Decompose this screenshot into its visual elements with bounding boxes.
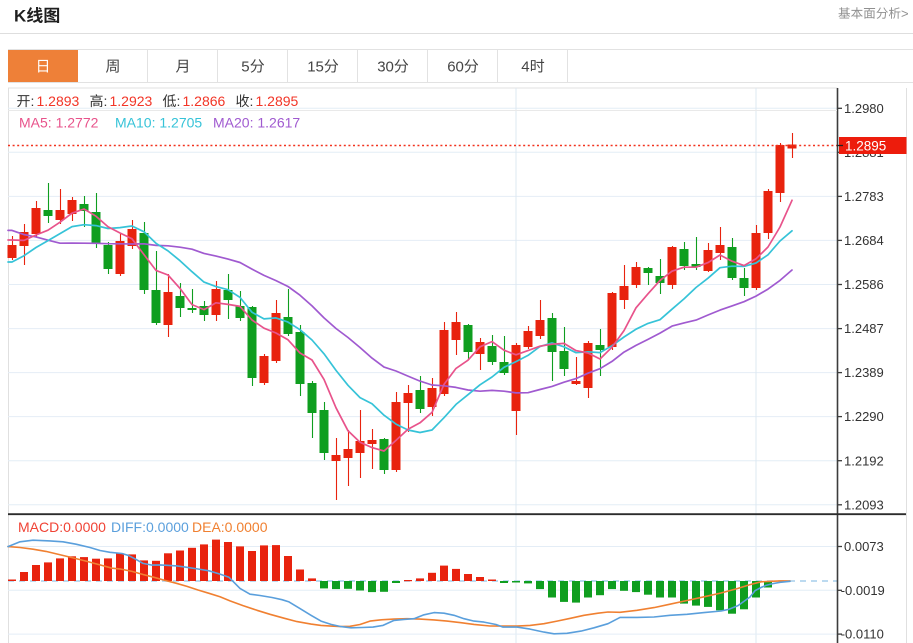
svg-text:1.2487: 1.2487 xyxy=(844,321,884,336)
svg-text:0.0073: 0.0073 xyxy=(844,539,884,554)
svg-text::: : xyxy=(250,93,254,109)
svg-text:1.2783: 1.2783 xyxy=(844,189,884,204)
svg-text:K: K xyxy=(14,7,27,26)
svg-text:1.2093: 1.2093 xyxy=(844,497,884,512)
svg-text:1.2389: 1.2389 xyxy=(844,365,884,380)
svg-text:1.2586: 1.2586 xyxy=(844,277,884,292)
svg-text::: : xyxy=(31,93,35,109)
svg-text:1.2893: 1.2893 xyxy=(37,93,80,109)
svg-text:MACD:0.0000: MACD:0.0000 xyxy=(18,519,106,535)
svg-text::: : xyxy=(104,93,108,109)
svg-text:DEA:0.0000: DEA:0.0000 xyxy=(192,519,268,535)
svg-text:60: 60 xyxy=(447,59,464,76)
svg-text:DIFF:0.0000: DIFF:0.0000 xyxy=(111,519,189,535)
svg-text:-0.0019: -0.0019 xyxy=(841,583,885,598)
svg-text::: : xyxy=(177,93,181,109)
svg-text:1.2895: 1.2895 xyxy=(256,93,299,109)
svg-text:1.2980: 1.2980 xyxy=(844,101,884,116)
svg-text:>: > xyxy=(901,6,909,21)
svg-text:1.2192: 1.2192 xyxy=(844,453,884,468)
svg-text:4: 4 xyxy=(521,59,529,76)
svg-text:MA10: 1.2705: MA10: 1.2705 xyxy=(115,115,202,131)
svg-text:15: 15 xyxy=(307,59,324,76)
svg-text:1.2866: 1.2866 xyxy=(183,93,226,109)
svg-text:1.2923: 1.2923 xyxy=(110,93,153,109)
svg-text:5: 5 xyxy=(241,59,249,76)
svg-text:MA20: 1.2617: MA20: 1.2617 xyxy=(213,115,300,131)
svg-text:1.2895: 1.2895 xyxy=(845,139,886,154)
svg-text:MA5: 1.2772: MA5: 1.2772 xyxy=(19,115,99,131)
svg-text:1.2290: 1.2290 xyxy=(844,409,884,424)
svg-text:-0.0110: -0.0110 xyxy=(841,627,884,642)
svg-text:1.2684: 1.2684 xyxy=(844,233,884,248)
svg-text:30: 30 xyxy=(377,59,394,76)
